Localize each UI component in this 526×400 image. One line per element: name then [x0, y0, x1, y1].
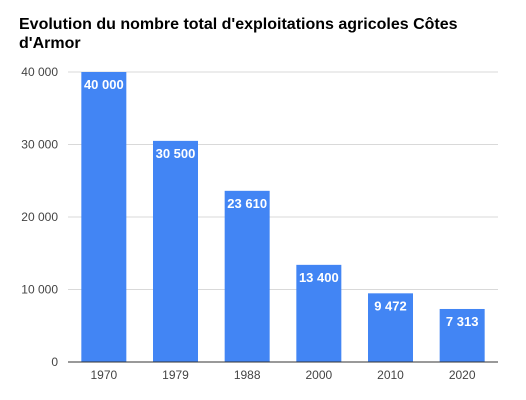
- x-tick-label: 2020: [449, 368, 476, 382]
- x-tick-label: 2010: [377, 368, 404, 382]
- bar-data-label: 13 400: [299, 270, 339, 285]
- gridlines: [68, 71, 498, 290]
- bar: [224, 190, 270, 362]
- bar-data-label: 40 000: [84, 77, 124, 92]
- x-tick-label: 1970: [90, 368, 117, 382]
- bar: [153, 140, 198, 362]
- y-tick-label: 0: [51, 355, 58, 369]
- bar: [368, 293, 413, 362]
- bar: [81, 72, 127, 362]
- bar-data-label: 9 472: [374, 298, 407, 313]
- chart-title: Evolution du nombre total d'exploitation…: [19, 16, 458, 52]
- bar-data-label: 7 313: [446, 314, 479, 329]
- bar-data-label: 30 500: [156, 146, 196, 161]
- x-tick-label: 1988: [234, 368, 261, 382]
- x-tick-label: 1979: [162, 368, 189, 382]
- bars: 40 000 30 500 23 610 13 400 9 472 7 313: [81, 72, 485, 362]
- x-tick-label: 2000: [305, 368, 332, 382]
- bar: [296, 264, 342, 362]
- y-tick-label: 40 000: [21, 65, 58, 79]
- y-tick-label: 10 000: [21, 283, 58, 297]
- y-tick-label: 20 000: [21, 210, 58, 224]
- y-tick-label: 30 000: [21, 138, 58, 152]
- bar-data-label: 23 610: [227, 196, 267, 211]
- axes: 0 10 000 20 000 30 000 40 000 1970 1979 1988 200…: [21, 65, 498, 382]
- bar: [439, 308, 485, 362]
